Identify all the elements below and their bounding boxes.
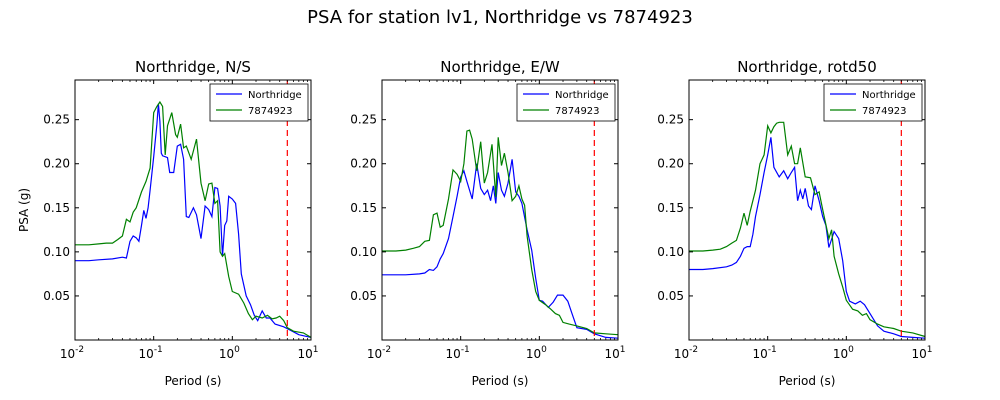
x-axis-label: Period (s) bbox=[779, 374, 836, 388]
x-tick-label: 101 bbox=[297, 345, 318, 361]
y-tick-label: 0.15 bbox=[657, 201, 684, 215]
y-tick-label: 0.20 bbox=[657, 157, 684, 171]
x-tick-label: 10-2 bbox=[674, 345, 698, 361]
y-tick-label: 0.20 bbox=[350, 157, 377, 171]
chart-panel-2: 10-2 10-1 100 1010.050.100.150.200.25Northr… bbox=[350, 58, 625, 388]
x-tick-exponent: 0 bbox=[848, 345, 854, 355]
x-tick-exponent: -1 bbox=[768, 345, 777, 355]
legend-box bbox=[516, 83, 616, 122]
chart-panel-3: 10-2 10-1 100 1010.050.100.150.200.25Northr… bbox=[657, 58, 932, 388]
legend-box bbox=[823, 83, 923, 122]
legend-label: 7874923 bbox=[555, 106, 600, 117]
x-tick-label: 10-2 bbox=[60, 345, 84, 361]
y-tick-label: 0.25 bbox=[350, 113, 377, 127]
series-line-synthetic bbox=[75, 100, 312, 338]
legend-label: 7874923 bbox=[248, 106, 293, 117]
x-tick-label: 10-1 bbox=[139, 345, 163, 361]
x-tick-exponent: 0 bbox=[541, 345, 547, 355]
plot-frame bbox=[688, 79, 926, 341]
y-tick-label: 0.10 bbox=[43, 245, 70, 259]
x-tick-label: 10-2 bbox=[367, 345, 391, 361]
x-tick-exponent: -1 bbox=[461, 345, 470, 355]
series-line-northridge bbox=[689, 137, 926, 339]
chart-title: Northridge, rotd50 bbox=[737, 58, 877, 76]
x-tick-label: 100 bbox=[526, 345, 547, 361]
legend: Northridge 7874923 bbox=[516, 83, 616, 122]
y-tick-label: 0.20 bbox=[43, 157, 70, 171]
plot-frame bbox=[74, 79, 312, 341]
legend-label: Northridge bbox=[248, 90, 302, 101]
x-tick-exponent: -2 bbox=[689, 345, 698, 355]
series-line-synthetic bbox=[689, 121, 926, 338]
x-tick-exponent: 1 bbox=[927, 345, 933, 355]
y-tick-label: 0.05 bbox=[350, 289, 377, 303]
legend: Northridge 7874923 bbox=[823, 83, 923, 122]
y-tick-label: 0.05 bbox=[43, 289, 70, 303]
chart-title: Northridge, N/S bbox=[135, 58, 251, 76]
figure-suptitle: PSA for station lv1, Northridge vs 78749… bbox=[307, 7, 693, 28]
x-tick-label: 100 bbox=[833, 345, 854, 361]
legend-label: Northridge bbox=[555, 90, 609, 101]
plot-frame bbox=[381, 79, 619, 341]
legend-box bbox=[209, 83, 309, 122]
x-tick-exponent: -1 bbox=[154, 345, 163, 355]
x-tick-label: 101 bbox=[604, 345, 625, 361]
y-tick-label: 0.10 bbox=[657, 245, 684, 259]
series-line-northridge bbox=[75, 103, 312, 338]
y-tick-label: 0.25 bbox=[43, 113, 70, 127]
chart-panels: 10-2 10-1 100 1010.050.100.150.200.25Northr… bbox=[17, 58, 933, 388]
y-axis-label: PSA (g) bbox=[17, 188, 31, 232]
y-tick-label: 0.15 bbox=[350, 201, 377, 215]
chart-title: Northridge, E/W bbox=[440, 58, 560, 76]
x-tick-exponent: -2 bbox=[75, 345, 84, 355]
y-tick-label: 0.15 bbox=[43, 201, 70, 215]
x-tick-exponent: -2 bbox=[382, 345, 391, 355]
x-tick-exponent: 0 bbox=[234, 345, 240, 355]
x-tick-label: 100 bbox=[219, 345, 240, 361]
x-axis-label: Period (s) bbox=[472, 374, 529, 388]
legend-label: Northridge bbox=[862, 90, 916, 101]
legend-label: 7874923 bbox=[862, 106, 907, 117]
x-tick-label: 10-1 bbox=[446, 345, 470, 361]
x-tick-label: 10-1 bbox=[753, 345, 777, 361]
x-tick-label: 101 bbox=[911, 345, 932, 361]
y-tick-label: 0.25 bbox=[657, 113, 684, 127]
x-tick-exponent: 1 bbox=[620, 345, 626, 355]
series-line-synthetic bbox=[382, 129, 619, 336]
x-axis-label: Period (s) bbox=[165, 374, 222, 388]
y-tick-label: 0.10 bbox=[350, 245, 377, 259]
x-tick-exponent: 1 bbox=[313, 345, 319, 355]
y-tick-label: 0.05 bbox=[657, 289, 684, 303]
legend: Northridge 7874923 bbox=[209, 83, 309, 122]
series-line-northridge bbox=[382, 159, 619, 339]
chart-panel-1: 10-2 10-1 100 1010.050.100.150.200.25Northr… bbox=[17, 58, 319, 388]
